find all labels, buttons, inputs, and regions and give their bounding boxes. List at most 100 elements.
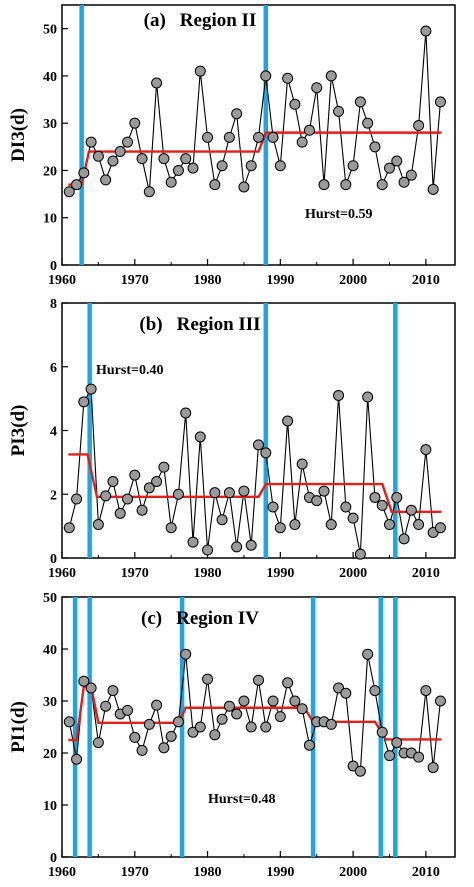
data-point xyxy=(245,160,257,172)
x-tick-label: 1970 xyxy=(121,273,149,288)
data-point xyxy=(78,675,90,687)
region-title: Region III xyxy=(177,314,261,335)
data-point xyxy=(129,469,141,481)
data-point xyxy=(165,730,177,742)
y-tick-label: 0 xyxy=(50,552,57,567)
data-point xyxy=(71,753,83,765)
data-point xyxy=(172,164,184,176)
panel-label: (c) xyxy=(141,608,162,629)
data-point xyxy=(260,721,272,733)
data-point xyxy=(405,169,417,181)
data-point xyxy=(78,396,90,408)
y-axis-label: PI3(d) xyxy=(8,405,29,457)
data-point xyxy=(180,153,192,165)
data-point xyxy=(71,493,83,505)
x-tick-label: 2000 xyxy=(339,566,367,581)
data-point xyxy=(260,447,272,459)
step-mean-segment-6 xyxy=(381,482,393,513)
data-point xyxy=(151,476,163,487)
data-point xyxy=(100,700,112,712)
plot-frame xyxy=(61,596,456,858)
step-mean-segment-4 xyxy=(257,131,267,153)
y-tick-label: 10 xyxy=(43,212,57,227)
data-point xyxy=(231,108,243,120)
data-point xyxy=(209,179,221,191)
data-point xyxy=(434,522,446,534)
data-point xyxy=(172,716,184,728)
data-point xyxy=(384,162,395,174)
data-point xyxy=(114,507,126,519)
data-point xyxy=(71,179,83,191)
data-point xyxy=(187,536,199,548)
data-point xyxy=(274,160,286,172)
hurst-annotation: Hurst=0.40 xyxy=(96,363,163,378)
data-point xyxy=(369,491,381,503)
data-point xyxy=(136,153,148,165)
x-tick-label: 1980 xyxy=(194,865,222,880)
y-tick-label: 6 xyxy=(50,361,57,376)
x-tick-label: 1960 xyxy=(48,273,76,288)
data-point xyxy=(347,512,359,524)
plot-frame xyxy=(61,302,456,559)
data-point xyxy=(194,721,206,733)
data-point xyxy=(376,726,388,738)
data-point xyxy=(340,687,352,699)
x-tick-label: 2000 xyxy=(339,865,367,880)
data-point xyxy=(223,487,235,499)
data-point xyxy=(253,131,264,143)
data-point xyxy=(413,751,425,763)
data-point xyxy=(100,174,112,186)
y-tick-label: 10 xyxy=(43,799,57,814)
data-point xyxy=(122,704,133,716)
y-tick-label: 20 xyxy=(43,747,57,762)
y-axis-label: PI1(d) xyxy=(8,701,29,753)
data-point xyxy=(362,117,374,129)
hurst-annotation: Hurst=0.48 xyxy=(208,792,275,807)
data-point xyxy=(209,729,221,741)
data-point xyxy=(405,504,417,516)
data-point xyxy=(340,179,352,191)
data-point xyxy=(391,737,403,749)
data-point xyxy=(369,141,381,153)
data-point xyxy=(434,96,446,108)
data-point xyxy=(289,519,301,531)
data-point xyxy=(434,695,446,707)
data-point xyxy=(333,389,345,401)
data-point xyxy=(296,136,308,148)
data-point xyxy=(311,82,323,94)
data-point xyxy=(325,718,337,730)
data-point xyxy=(85,682,97,694)
x-tick-label: 1970 xyxy=(121,566,149,581)
data-point xyxy=(129,117,141,129)
region-title: Region II xyxy=(180,10,257,31)
x-tick-label: 1970 xyxy=(121,865,149,880)
x-tick-label: 1980 xyxy=(194,273,222,288)
data-point xyxy=(354,548,366,560)
data-point xyxy=(391,491,403,503)
data-point xyxy=(129,731,141,743)
y-tick-label: 30 xyxy=(43,117,57,132)
data-point xyxy=(362,648,374,660)
data-point xyxy=(107,476,119,487)
data-point xyxy=(427,762,439,774)
data-point xyxy=(172,488,184,500)
data-point xyxy=(202,131,214,143)
data-point xyxy=(325,70,337,82)
data-point xyxy=(296,703,308,715)
data-point xyxy=(63,522,75,534)
region-title: Region IV xyxy=(176,608,259,629)
data-point xyxy=(209,487,221,499)
data-point xyxy=(100,490,112,502)
data-point xyxy=(398,176,410,188)
data-point xyxy=(420,25,432,37)
data-point xyxy=(369,685,381,697)
data-point xyxy=(253,674,264,686)
y-tick-label: 50 xyxy=(43,591,57,606)
data-point xyxy=(311,495,323,507)
data-point xyxy=(202,544,214,556)
data-point xyxy=(296,458,308,470)
data-point xyxy=(267,695,279,707)
data-point xyxy=(282,72,294,84)
step-mean-segment-4 xyxy=(257,482,267,498)
data-point xyxy=(63,186,75,198)
